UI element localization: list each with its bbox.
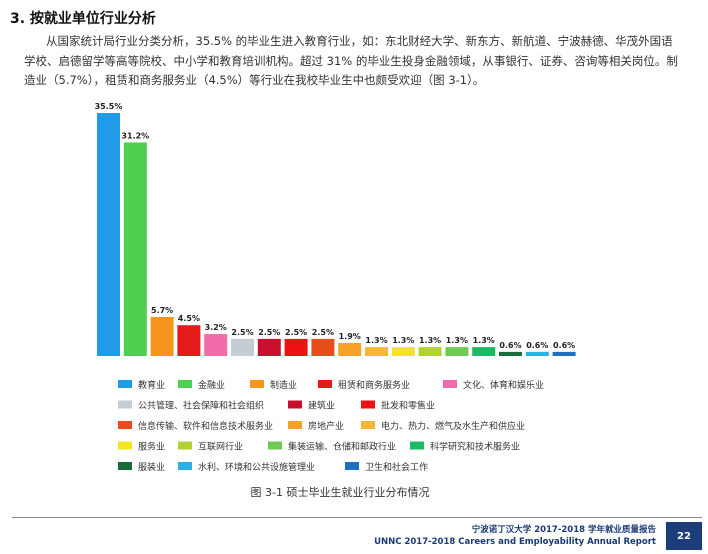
legend-swatch bbox=[318, 380, 332, 388]
footer-title-en: UNNC 2017-2018 Careers and Employability… bbox=[374, 537, 656, 547]
legend-swatch bbox=[288, 400, 302, 409]
legend-label: 服装业 bbox=[138, 461, 165, 473]
bar-17 bbox=[525, 351, 549, 356]
legend-swatch bbox=[268, 441, 282, 450]
legend-label: 制造业 bbox=[270, 379, 297, 391]
legend-label: 服务业 bbox=[138, 441, 165, 453]
legend-swatch bbox=[443, 380, 457, 388]
bar-10 bbox=[338, 342, 362, 356]
legend-label: 科学研究和技术服务业 bbox=[430, 441, 520, 453]
page-number: 22 bbox=[666, 522, 702, 550]
bar-9 bbox=[311, 338, 335, 356]
legend-swatch bbox=[118, 441, 132, 450]
bar-2 bbox=[123, 142, 147, 356]
bar-value-label: 0.6% bbox=[526, 341, 548, 350]
legend-swatch bbox=[288, 421, 302, 429]
legend-swatch bbox=[178, 380, 192, 388]
legend-label: 公共管理、社会保障和社会组织 bbox=[138, 400, 264, 412]
bar-7 bbox=[257, 338, 281, 356]
bar-11 bbox=[365, 347, 388, 356]
legend-swatch bbox=[250, 380, 264, 388]
bar-5 bbox=[204, 334, 228, 356]
bar-16 bbox=[499, 351, 522, 356]
legend-label: 租赁和商务服务业 bbox=[338, 379, 410, 391]
bar-13 bbox=[418, 347, 442, 356]
bar-12 bbox=[391, 347, 415, 356]
bar-8 bbox=[284, 338, 308, 356]
bar-14 bbox=[445, 347, 469, 356]
bar-18 bbox=[552, 351, 576, 356]
bar-value-label: 35.5% bbox=[95, 102, 123, 111]
bar-value-label: 2.5% bbox=[285, 328, 307, 337]
bar-value-label: 2.5% bbox=[258, 328, 280, 337]
legend-swatch bbox=[178, 441, 192, 450]
legend-label: 金融业 bbox=[198, 379, 225, 391]
footer-rule bbox=[12, 517, 702, 518]
bar-1 bbox=[97, 113, 120, 356]
footer-title-cn: 宁波诺丁汉大学 2017-2018 学年就业质量报告 bbox=[471, 525, 656, 535]
legend-swatch bbox=[118, 380, 132, 388]
bar-3 bbox=[150, 316, 174, 356]
legend-swatch bbox=[345, 462, 359, 470]
legend-label: 文化、体育和娱乐业 bbox=[463, 379, 544, 391]
legend-swatch bbox=[361, 400, 375, 409]
bar-value-label: 0.6% bbox=[499, 341, 521, 350]
legend-swatch bbox=[178, 462, 192, 470]
legend-label: 房地产业 bbox=[308, 420, 344, 432]
legend-label: 信息传输、软件和信息技术服务业 bbox=[138, 420, 273, 432]
legend-swatch bbox=[118, 462, 132, 470]
bar-value-label: 3.2% bbox=[205, 323, 227, 332]
legend-label: 电力、热力、燃气及水生产和供应业 bbox=[381, 420, 525, 432]
bar-value-label: 5.7% bbox=[151, 306, 173, 315]
legend-label: 水利、环境和公共设施管理业 bbox=[198, 461, 315, 473]
bar-value-label: 1.9% bbox=[339, 332, 361, 341]
figure-caption: 图 3-1 硕士毕业生就业行业分布情况 bbox=[250, 486, 430, 499]
legend-swatch bbox=[118, 400, 132, 409]
section-title: 3. 按就业单位行业分析 bbox=[10, 11, 156, 27]
bar-value-label: 1.3% bbox=[392, 336, 414, 345]
bar-4 bbox=[177, 325, 201, 356]
bar-15 bbox=[472, 347, 496, 356]
bar-6 bbox=[231, 338, 254, 356]
legend-label: 批发和零售业 bbox=[381, 400, 435, 412]
bar-value-label: 1.3% bbox=[446, 336, 468, 345]
legend-label: 互联网行业 bbox=[198, 441, 243, 453]
bar-value-label: 1.3% bbox=[365, 336, 387, 345]
bar-value-label: 1.3% bbox=[473, 336, 495, 345]
bar-value-label: 2.5% bbox=[312, 328, 334, 337]
legend-swatch bbox=[118, 421, 132, 429]
legend-label: 教育业 bbox=[138, 379, 165, 391]
legend-label: 建筑业 bbox=[308, 400, 335, 412]
bar-value-label: 0.6% bbox=[553, 341, 575, 350]
legend-label: 卫生和社会工作 bbox=[365, 461, 428, 473]
bar-value-label: 1.3% bbox=[419, 336, 441, 345]
legend-swatch bbox=[410, 441, 424, 450]
legend-swatch bbox=[361, 421, 375, 429]
bar-value-label: 2.5% bbox=[231, 328, 253, 337]
intro-paragraph: 从国家统计局行业分类分析，35.5% 的毕业生进入教育行业，如：东北财经大学、新… bbox=[24, 34, 678, 87]
bar-value-label: 31.2% bbox=[121, 131, 149, 140]
legend-label: 集装运输、仓储和邮政行业 bbox=[288, 441, 396, 453]
bar-value-label: 4.5% bbox=[178, 314, 200, 323]
